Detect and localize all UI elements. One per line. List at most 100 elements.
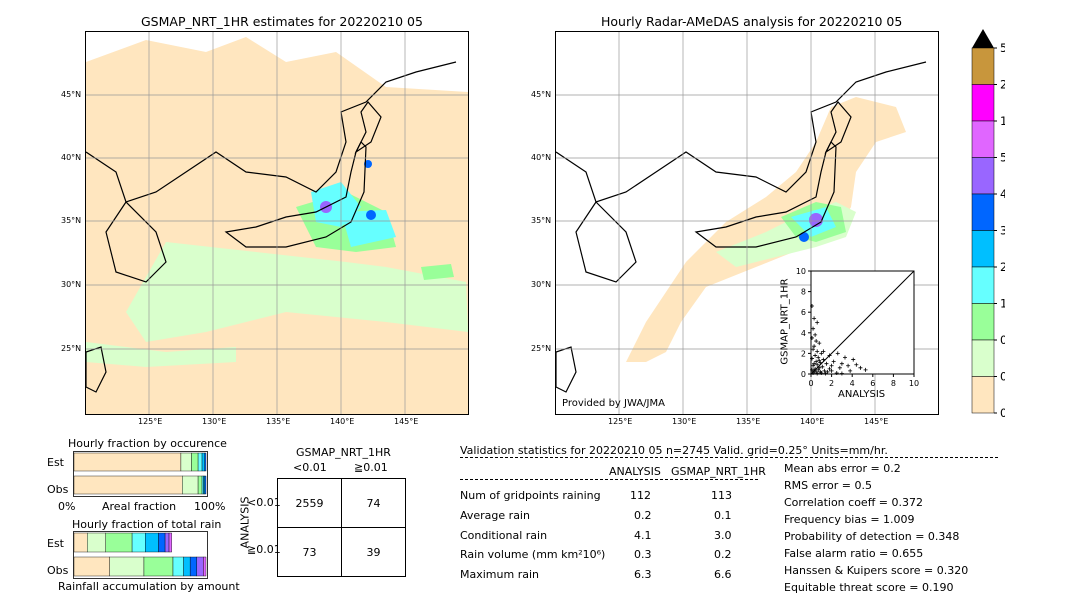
fraction-bar-segment	[158, 532, 166, 553]
scatter-point	[815, 320, 820, 325]
colorbar: 50 25 10 5 4 3 2 1 0.5 0.01 0	[965, 28, 1026, 420]
scatter-y-tick-label: 2	[801, 349, 806, 358]
scatter-point	[839, 361, 844, 366]
right-map: Provided by JWA/JMA	[555, 31, 939, 415]
scatter-y-tick-label: 4	[801, 329, 806, 338]
scatter-point	[820, 364, 825, 369]
scatter-point	[812, 316, 817, 321]
occurrence-est-label: Est	[47, 456, 64, 469]
contingency-cell-hit: 39	[341, 527, 406, 577]
fraction-bar-segment	[73, 452, 182, 472]
validation-row-gsmap: 6.6	[714, 568, 732, 581]
scatter-ylabel: GSMAP_NRT_1HR	[779, 278, 791, 365]
fraction-bar-segment	[168, 532, 172, 553]
fraction-bar-segment	[73, 556, 110, 577]
scatter-point	[858, 365, 863, 370]
contingency-cell-hit-none: 2559	[277, 478, 342, 528]
scatter-point	[813, 332, 818, 337]
scatter-point	[812, 361, 817, 366]
scatter-point	[810, 304, 815, 309]
scatter-point	[821, 357, 826, 362]
scatter-point	[817, 358, 822, 363]
colorbar-label: 2	[1000, 260, 1005, 274]
contingency-col-1: <0.01	[293, 461, 327, 474]
left-lon-label-130: 130°E	[202, 417, 227, 426]
scatter-point	[842, 355, 847, 360]
left-lat-label-35: 35°N	[61, 216, 82, 225]
validation-row-analysis: 6.3	[634, 568, 652, 581]
validation-col-analysis: ANALYSIS	[609, 465, 661, 478]
scatter-x-tick-label: 4	[850, 379, 855, 388]
fraction-bar-segment	[86, 532, 106, 553]
scatter-point	[816, 367, 821, 372]
fraction-bar-segment	[204, 475, 207, 495]
colorbar-segment	[971, 47, 995, 85]
validation-row-label: Conditional rain	[460, 529, 548, 542]
contingency-row-2: ≧0.01	[247, 543, 281, 556]
scatter-point	[810, 367, 815, 372]
scatter-point	[813, 366, 818, 371]
colorbar-label: 5	[1000, 151, 1005, 165]
contingency-header: GSMAP_NRT_1HR	[296, 446, 391, 459]
colorbar-segment	[971, 376, 995, 414]
scatter-point	[824, 361, 829, 366]
scatter-xlabel: ANALYSIS	[838, 389, 886, 400]
total-rain-est-label: Est	[47, 537, 64, 550]
scatter-point	[818, 360, 823, 365]
scatter-point	[829, 363, 834, 368]
fraction-bar-segment	[105, 532, 133, 553]
left-lon-label-135: 135°E	[266, 417, 291, 426]
fraction-bar-segment	[73, 532, 88, 553]
scatter-point	[848, 368, 853, 373]
scatter-plot: 0 2 4 6 8 10 0 2 4 6 8 10	[796, 267, 919, 388]
validation-row-gsmap: 3.0	[714, 529, 732, 542]
scatter-point	[810, 335, 815, 340]
fraction-bar-segment	[131, 532, 146, 553]
scatter-point	[829, 368, 834, 373]
left-lon-label-140: 140°E	[330, 417, 355, 426]
scatter-point	[813, 353, 818, 358]
score-line: Mean abs error = 0.2	[784, 462, 901, 475]
fraction-bar-segment	[172, 556, 184, 577]
colorbar-label: 4	[1000, 187, 1005, 201]
scatter-point	[835, 351, 840, 356]
left-lon-label-145: 145°E	[394, 417, 419, 426]
scatter-point	[817, 341, 822, 346]
validation-row-analysis: 0.2	[634, 509, 652, 522]
fraction-bar-segment	[180, 452, 192, 472]
colorbar-segment	[971, 339, 995, 377]
scatter-point	[817, 365, 822, 370]
fraction-frame	[73, 531, 208, 579]
contingency-table: 2559 74 73 39	[277, 478, 406, 577]
validation-row-label: Num of gridpoints raining	[460, 489, 601, 502]
scatter-point	[811, 363, 816, 368]
scatter-point	[811, 326, 816, 331]
scatter-point	[811, 370, 816, 375]
scatter-point	[814, 339, 819, 344]
scatter-point	[810, 356, 815, 361]
total-rain-title: Hourly fraction of total rain	[72, 518, 222, 531]
contingency-row-1: <0.01	[247, 496, 281, 509]
colorbar-segment	[971, 193, 995, 231]
right-lat-label-45: 45°N	[531, 90, 552, 99]
colorbar-label: 0.5	[1000, 333, 1005, 347]
fraction-frame	[73, 451, 208, 497]
right-lat-label-25: 25°N	[531, 344, 552, 353]
validation-header: Validation statistics for 20220210 05 n=…	[460, 444, 888, 457]
contingency-cell-false-alarm: 74	[341, 478, 406, 528]
fraction-bar-segment	[182, 475, 199, 495]
fraction-bar-segment	[197, 452, 203, 472]
colorbar-label: 25	[1000, 78, 1005, 92]
scatter-y-tick-label: 10	[796, 267, 806, 276]
colorbar-segment	[971, 266, 995, 304]
fraction-bar-segment	[109, 556, 145, 577]
colorbar-segment	[971, 120, 995, 158]
right-lon-label-140: 140°E	[800, 417, 825, 426]
scatter-point	[827, 353, 832, 358]
score-line: Frequency bias = 1.009	[784, 513, 915, 526]
colorbar-segment	[971, 303, 995, 341]
score-line: Probability of detection = 0.348	[784, 530, 960, 543]
validation-row-gsmap: 0.1	[714, 509, 732, 522]
score-line: Hanssen & Kuipers score = 0.320	[784, 564, 969, 577]
validation-row-analysis: 112	[630, 489, 651, 502]
